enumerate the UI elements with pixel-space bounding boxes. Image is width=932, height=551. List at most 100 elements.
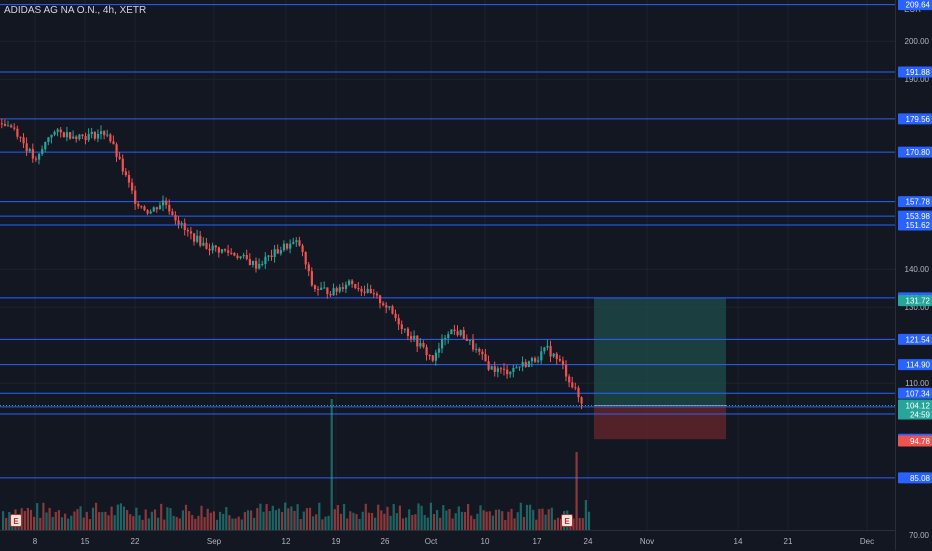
price-level-label: 179.56 bbox=[906, 115, 931, 124]
chart-title: ADIDAS AG NA O.N., 4h, XETR bbox=[4, 5, 147, 16]
chart-pane[interactable]: ADIDAS AG NA O.N., 4h, XETR E E bbox=[0, 0, 895, 530]
volume-bar bbox=[91, 507, 95, 530]
volume-bar bbox=[352, 512, 355, 530]
volume-bar bbox=[253, 517, 256, 530]
volume-bar bbox=[231, 518, 234, 530]
volume-bar bbox=[23, 511, 26, 530]
candle-body bbox=[47, 137, 50, 143]
volume-bar bbox=[507, 511, 510, 530]
volume-bar bbox=[73, 511, 76, 530]
candle-body bbox=[103, 131, 106, 136]
candle-body bbox=[0, 123, 4, 125]
candle-body bbox=[270, 255, 273, 257]
volume-bar bbox=[45, 512, 48, 530]
candle-body bbox=[50, 134, 53, 138]
volume-bar bbox=[36, 503, 39, 530]
volume-bar bbox=[327, 515, 330, 530]
volume-bar bbox=[104, 511, 107, 530]
candle-body bbox=[53, 131, 56, 135]
time-axis-label: Nov bbox=[640, 537, 654, 546]
candle-body bbox=[472, 340, 475, 350]
candle-body bbox=[329, 293, 332, 296]
price-chart[interactable] bbox=[0, 0, 895, 530]
volume-bar bbox=[501, 511, 504, 530]
volume-bar bbox=[364, 503, 367, 530]
volume-bar bbox=[175, 516, 178, 530]
volume-bar bbox=[411, 515, 414, 530]
candle-body bbox=[258, 263, 261, 269]
candle-body bbox=[304, 251, 307, 265]
volume-bar bbox=[392, 504, 395, 530]
candle-body bbox=[242, 254, 245, 257]
candle-body bbox=[459, 330, 462, 336]
candle-body bbox=[540, 351, 543, 361]
volume-bar bbox=[522, 516, 525, 530]
volume-bar bbox=[488, 511, 491, 530]
price-level-badge bbox=[898, 295, 932, 307]
candle-body bbox=[534, 358, 537, 362]
candle-body bbox=[158, 205, 162, 210]
time-axis[interactable]: 8 15 22 Sep 12 19 26 Oct 10 17 24 Nov 14 21 Dec bbox=[0, 530, 895, 551]
candle-body bbox=[366, 288, 369, 293]
candle-body bbox=[382, 303, 385, 306]
candle-body bbox=[441, 339, 444, 349]
volume-bar bbox=[429, 502, 432, 530]
volume-bar bbox=[587, 511, 591, 530]
candle-body bbox=[397, 318, 400, 325]
candle-body bbox=[425, 347, 428, 356]
candle-body bbox=[565, 364, 568, 377]
price-tick-label: 110.00 bbox=[905, 379, 929, 388]
candle-body bbox=[22, 137, 25, 144]
price-level-label: 121.54 bbox=[906, 335, 931, 344]
volume-bar bbox=[209, 512, 212, 530]
volume-bar bbox=[197, 515, 200, 530]
candle-body bbox=[369, 288, 372, 294]
candle-body bbox=[134, 190, 137, 204]
candle-body bbox=[217, 247, 220, 253]
volume-bar bbox=[126, 510, 129, 530]
volume-bar bbox=[169, 508, 172, 530]
candle-body bbox=[193, 233, 196, 242]
candle-body bbox=[326, 287, 329, 294]
candle-body bbox=[481, 351, 484, 355]
volume-bar bbox=[383, 513, 386, 530]
volume-bar bbox=[150, 511, 153, 530]
earnings-flag-icon[interactable]: E bbox=[10, 514, 22, 527]
volume-bar bbox=[408, 509, 411, 530]
price-axis[interactable]: EUR 200.00190.00140.00130.00110.0070.002… bbox=[895, 0, 932, 550]
volume-bar bbox=[423, 515, 426, 530]
candle-body bbox=[44, 142, 47, 150]
candle-body bbox=[205, 242, 208, 249]
candle-body bbox=[38, 153, 41, 160]
volume-bar bbox=[299, 519, 302, 530]
candle-body bbox=[577, 387, 580, 398]
volume-bar bbox=[250, 510, 253, 530]
candle-body bbox=[186, 229, 189, 232]
earnings-flag-icon[interactable]: E bbox=[561, 514, 573, 527]
volume-bar bbox=[510, 508, 513, 530]
volume-bar bbox=[442, 505, 445, 530]
price-level-label: 209.64 bbox=[906, 1, 931, 10]
volume-bar bbox=[445, 510, 448, 530]
volume-bar bbox=[39, 517, 42, 530]
candle-body bbox=[220, 249, 224, 253]
candle-body bbox=[475, 348, 478, 350]
candle-body bbox=[351, 280, 354, 285]
volume-bar bbox=[370, 512, 374, 530]
volume-bar bbox=[482, 510, 485, 530]
volume-bar bbox=[42, 502, 45, 530]
price-level-badge bbox=[898, 210, 932, 222]
price-level-label: 94.78 bbox=[910, 437, 931, 446]
candle-body bbox=[146, 210, 149, 214]
volume-bar bbox=[48, 507, 51, 530]
volume-bar bbox=[166, 507, 169, 530]
volume-bar bbox=[296, 504, 299, 530]
candle-body bbox=[100, 131, 103, 134]
price-level-badge bbox=[898, 359, 932, 371]
volume-bar bbox=[426, 517, 429, 530]
volume-bar bbox=[584, 500, 587, 530]
volume-bar bbox=[26, 507, 29, 530]
volume-bar bbox=[271, 505, 274, 530]
candle-body bbox=[499, 368, 503, 370]
volume-bar bbox=[572, 518, 575, 530]
